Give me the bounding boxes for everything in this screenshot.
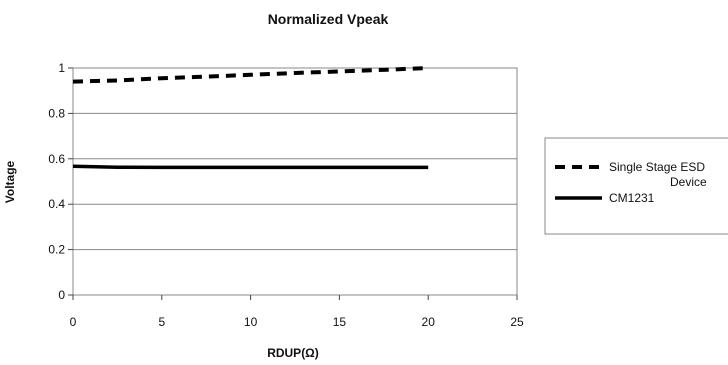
x-tick-label: 15 [333, 315, 347, 329]
legend-box [544, 137, 728, 235]
x-tick-label: 0 [70, 315, 77, 329]
y-tick-label: 0.6 [48, 152, 65, 166]
legend: Single Stage ESD Device CM1231 [544, 137, 728, 235]
y-tick-label: 1 [58, 61, 65, 75]
legend-label-1: Single Stage ESD Device [609, 160, 707, 189]
legend-label-line: CM1231 [609, 191, 655, 205]
legend-label-line: Single Stage ESD [609, 160, 705, 174]
y-tick-label: 0.4 [48, 197, 65, 211]
series-line-2 [72, 164, 429, 170]
axis-ticks: 00.20.40.60.810 5 10 15 20 25 [48, 61, 524, 329]
legend-label-line: Device [670, 175, 707, 189]
y-tick-label: 0 [58, 288, 65, 302]
x-tick-label: 20 [422, 315, 436, 329]
x-tick-label: 10 [244, 315, 258, 329]
chart-title: Normalized Vpeak [268, 11, 389, 27]
y-tick-label: 0.2 [48, 243, 65, 257]
y-axis-label: Voltage [3, 160, 17, 203]
x-axis-label: RDUP(Ω) [267, 346, 319, 360]
series-line-1 [72, 66, 429, 84]
x-tick-label: 5 [158, 315, 165, 329]
y-tick-label: 0.8 [48, 106, 65, 120]
grid-lines [73, 67, 517, 296]
x-tick-label: 25 [510, 315, 524, 329]
legend-label-2: CM1231 [609, 191, 655, 205]
plot-area [72, 67, 518, 296]
series-lines [72, 66, 429, 170]
